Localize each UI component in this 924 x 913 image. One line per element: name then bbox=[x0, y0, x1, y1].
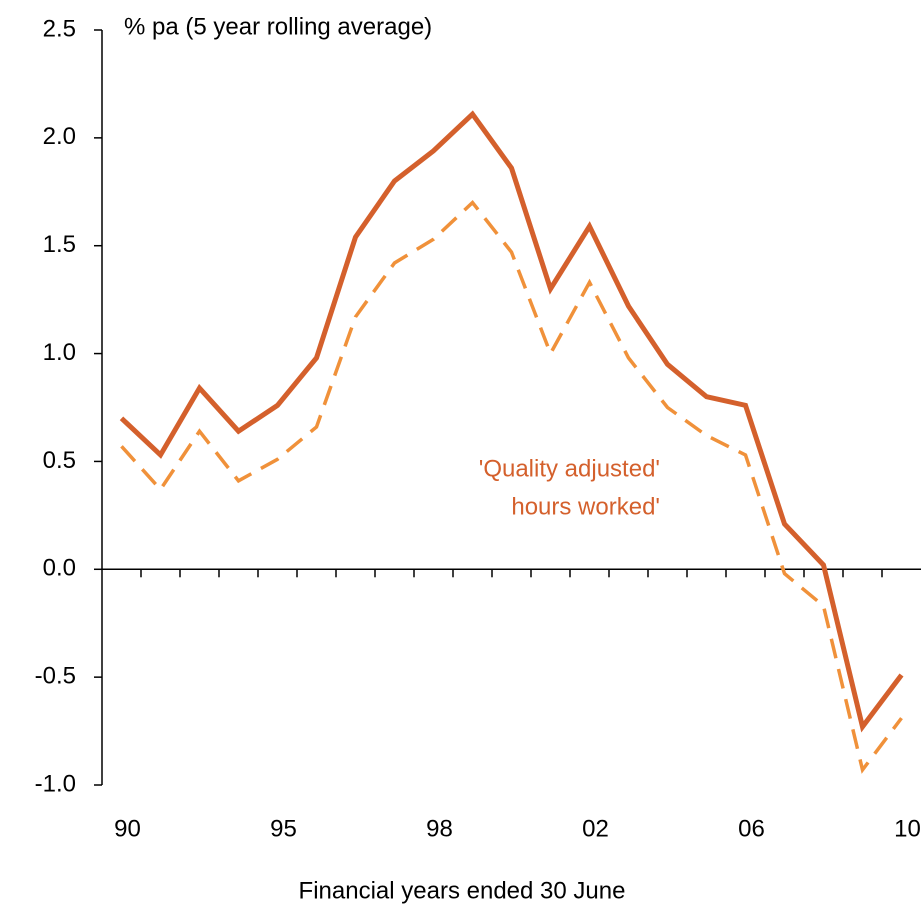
y-tick-label: -1.0 bbox=[35, 770, 76, 797]
annotation: hours worked' bbox=[511, 493, 660, 520]
y-tick-label: 1.0 bbox=[43, 339, 76, 366]
x-tick-label: 95 bbox=[270, 815, 297, 842]
x-tick-label: 06 bbox=[738, 815, 765, 842]
y-tick-label: 1.5 bbox=[43, 231, 76, 258]
series-line bbox=[119, 110, 904, 733]
x-tick-label: 90 bbox=[114, 815, 141, 842]
y-axis-label: % pa (5 year rolling average) bbox=[124, 13, 432, 40]
y-tick-label: 0.5 bbox=[43, 447, 76, 474]
y-tick-label: 0.0 bbox=[43, 555, 76, 582]
x-tick-label: 02 bbox=[582, 815, 609, 842]
y-tick-label: -0.5 bbox=[35, 662, 76, 689]
x-axis-label: Financial years ended 30 June bbox=[299, 877, 626, 904]
y-tick-label: 2.5 bbox=[43, 15, 76, 42]
series-line bbox=[120, 199, 903, 774]
annotation: 'Quality adjusted' bbox=[479, 455, 660, 482]
y-tick-label: 2.0 bbox=[43, 123, 76, 150]
x-tick-label: 98 bbox=[426, 815, 453, 842]
x-tick-label: 10 bbox=[894, 815, 921, 842]
